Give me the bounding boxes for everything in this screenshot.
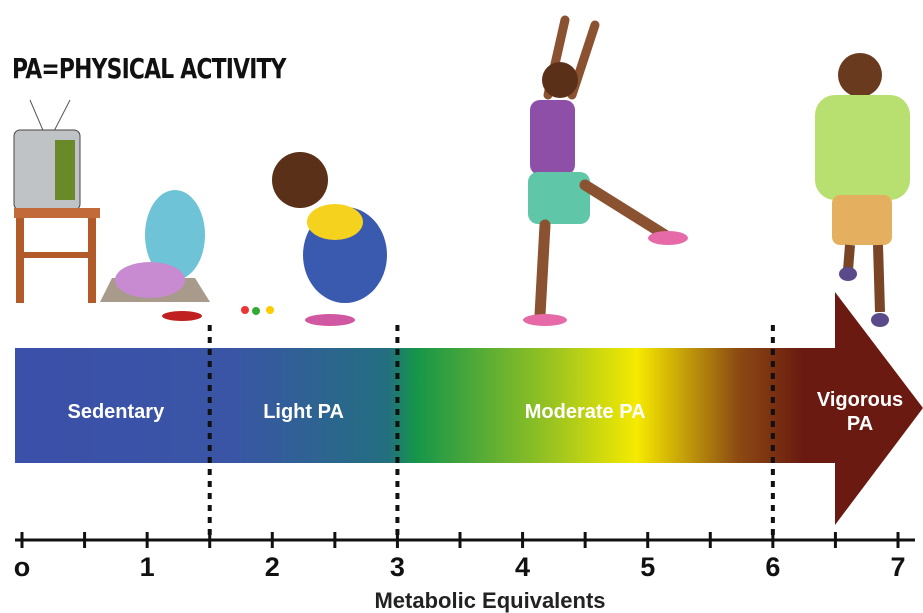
tick-label: o	[13, 552, 31, 582]
illustration-dancing-child	[523, 15, 688, 326]
tick-label: 6	[765, 552, 781, 582]
axis-label: Metabolic Equivalents	[374, 588, 606, 613]
title: PA=PHYSICAL ACTIVITY	[12, 52, 286, 85]
zone-label: Vigorous PA	[816, 389, 904, 435]
zone-label: Sedentary	[67, 401, 165, 423]
illustration-crouching-child	[241, 152, 387, 326]
tick-label: 1	[139, 552, 155, 582]
tick-label: 5	[640, 552, 656, 582]
activity-arrow	[15, 292, 923, 525]
illustration-running-child	[815, 53, 910, 327]
tick-label: 3	[389, 552, 405, 582]
tick-label: 7	[890, 552, 906, 582]
tick-label: 2	[264, 552, 280, 582]
illustration-tv	[13, 99, 100, 303]
zone-label: Moderate PA	[524, 401, 646, 423]
tick-label: 4	[515, 552, 531, 582]
zone-label: Light PA	[263, 401, 344, 423]
illustration-sitting-child	[100, 190, 210, 321]
